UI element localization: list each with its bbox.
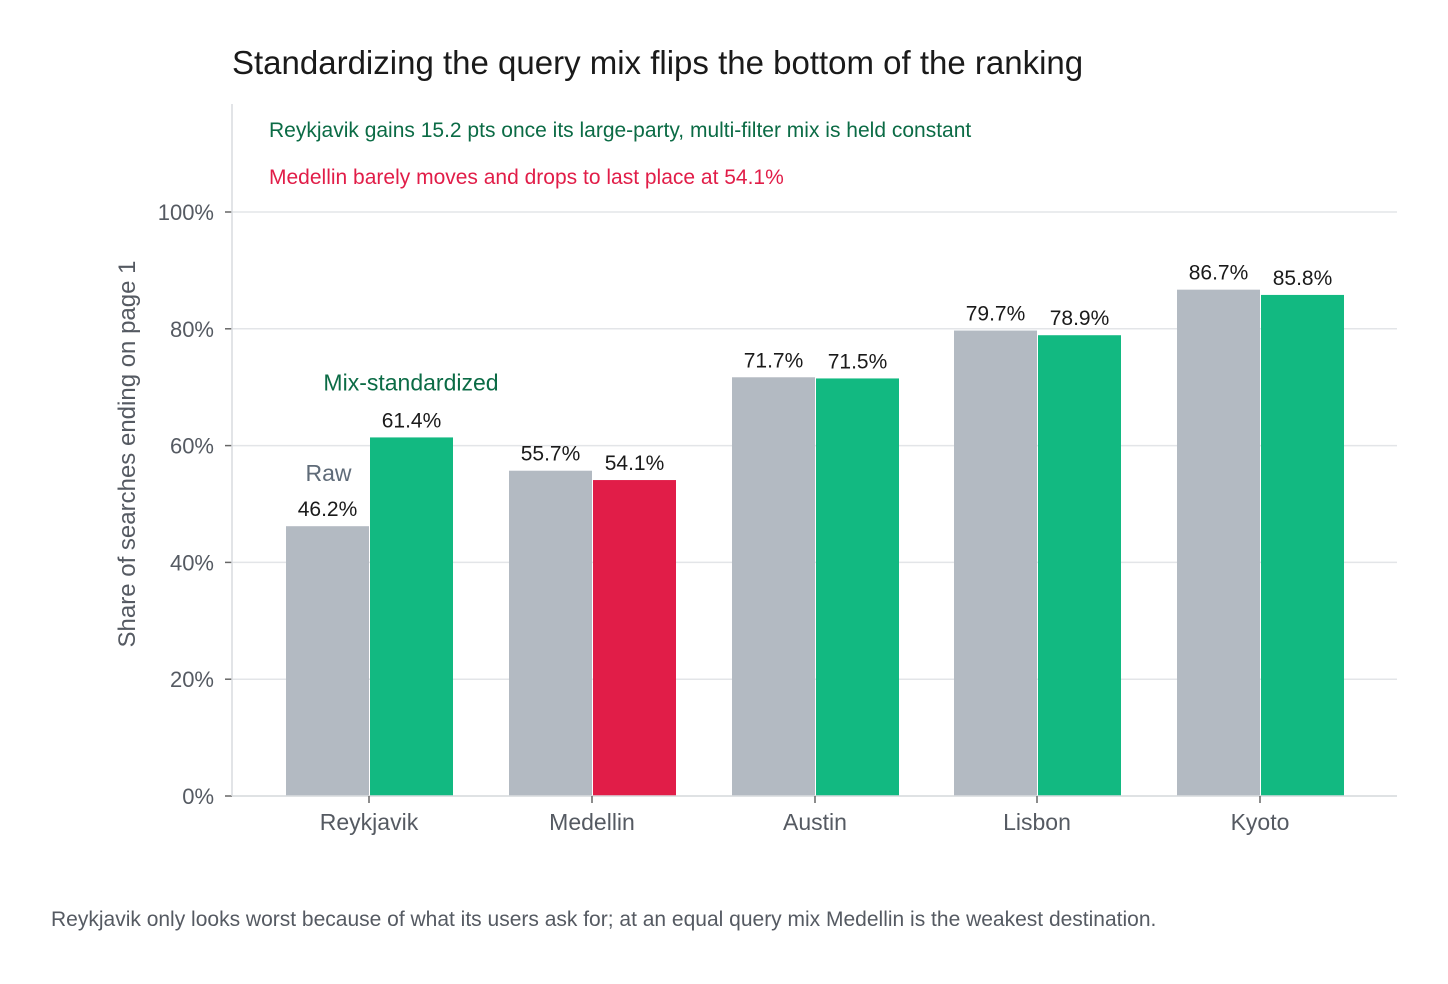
y-tick-label: 40%	[170, 550, 214, 575]
labels: 0% 20% 40% 60% 80% 100% 46.2% 61.4% Reykjavik 55.…	[158, 200, 1333, 835]
bars	[286, 289, 1344, 796]
y-tick-label: 60%	[170, 434, 214, 459]
chart-title: Standardizing the query mix flips the bo…	[232, 44, 1084, 81]
y-tick-label: 20%	[170, 667, 214, 692]
y-tick-label: 80%	[170, 317, 214, 342]
bar-austin-raw	[732, 377, 815, 796]
axes	[225, 104, 1397, 803]
bar-austin-standardized	[816, 378, 899, 796]
x-tick-label: Medellin	[549, 809, 635, 835]
data-label: 71.7%	[744, 349, 804, 372]
x-tick-label: Reykjavik	[320, 809, 419, 835]
bar-lisbon-raw	[954, 330, 1037, 796]
bar-kyoto-standardized	[1261, 294, 1344, 796]
data-label: 79.7%	[966, 303, 1026, 326]
series-label-standardized: Mix-standardized	[323, 369, 498, 395]
bar-kyoto-raw	[1177, 289, 1260, 796]
data-label: 86.7%	[1189, 262, 1249, 285]
y-tick-label: 100%	[158, 200, 214, 225]
data-label: 61.4%	[382, 409, 442, 432]
bar-lisbon-standardized	[1038, 335, 1121, 796]
bar-medellin-standardized	[593, 480, 676, 796]
data-label: 55.7%	[521, 443, 581, 466]
data-label: 46.2%	[298, 498, 358, 521]
data-label: 85.8%	[1273, 267, 1333, 290]
data-label: 78.9%	[1050, 307, 1110, 330]
bar-medellin-raw	[509, 470, 592, 796]
footnote: Reykjavik only looks worst because of wh…	[51, 908, 1157, 931]
x-tick-label: Austin	[783, 809, 847, 835]
bar-reykjavik-raw	[286, 526, 369, 796]
bar-reykjavik-standardized	[370, 437, 453, 796]
series-label-raw: Raw	[305, 460, 351, 486]
annotation-reykjavik: Reykjavik gains 15.2 pts once its large-…	[269, 119, 971, 142]
data-label: 54.1%	[605, 452, 665, 475]
annotation-medellin: Medellin barely moves and drops to last …	[269, 166, 784, 189]
y-tick-label: 0%	[182, 784, 214, 809]
x-tick-label: Kyoto	[1231, 809, 1290, 835]
data-label: 71.5%	[828, 350, 888, 373]
y-axis-label: Share of searches ending on page 1	[114, 261, 141, 648]
x-tick-label: Lisbon	[1003, 809, 1071, 835]
